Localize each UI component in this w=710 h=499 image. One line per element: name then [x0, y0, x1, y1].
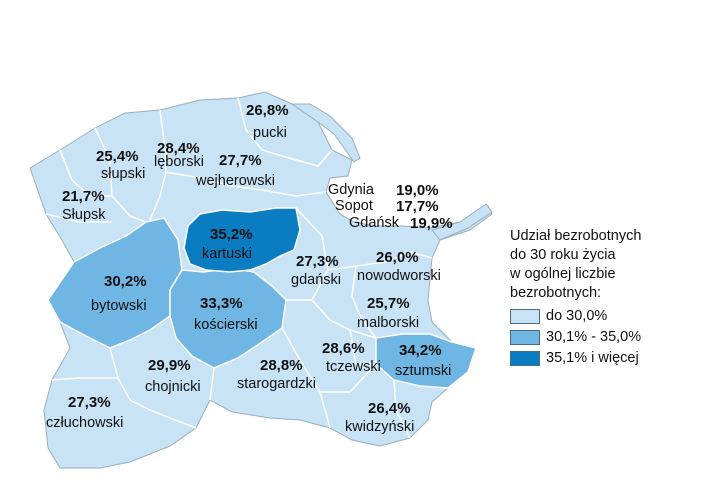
- hel-peninsula: [290, 103, 361, 163]
- region-borders: [45, 97, 433, 439]
- gdanski-label: gdański: [291, 272, 341, 288]
- gdansk-label: Gdańsk: [349, 215, 399, 231]
- kartuski-value: 35,2%: [210, 226, 253, 243]
- legend-swatch-low: [510, 309, 540, 324]
- sztumski-value: 34,2%: [399, 342, 442, 359]
- slupski-label: słupski: [101, 166, 146, 182]
- sopot-value: 17,7%: [396, 198, 439, 215]
- malborski-label: malborski: [357, 315, 420, 331]
- czluchowski-label: człuchowski: [46, 415, 124, 431]
- legend-title-line: Udział bezrobotnych: [510, 228, 642, 244]
- starogardzki-value: 28,8%: [260, 357, 303, 374]
- nowodworski-label: nowodworski: [357, 268, 441, 284]
- slupsk-value: 21,7%: [62, 188, 105, 205]
- koscierski-value: 33,3%: [200, 295, 243, 312]
- legend-label: do 30,0%: [546, 308, 608, 324]
- leborski-label: lęborski: [154, 154, 204, 170]
- wejherowski-label: wejherowski: [196, 173, 275, 189]
- tczewski-label: tczewski: [326, 359, 381, 375]
- czluchowski-value: 27,3%: [68, 394, 111, 411]
- kartuski-label: kartuski: [202, 246, 252, 262]
- koscierski-label: kościerski: [194, 317, 258, 333]
- legend-label: 35,1% i więcej: [546, 350, 639, 366]
- wejherowski-value: 27,7%: [219, 152, 262, 169]
- region-sztumski: [375, 333, 477, 389]
- chojnicki-label: chojnicki: [145, 379, 201, 395]
- malborski-value: 25,7%: [367, 295, 410, 312]
- legend-title: Udział bezrobotnych do 30 roku życia w o…: [510, 227, 641, 303]
- vistula-spit: [431, 203, 493, 241]
- kwidzynski-value: 26,4%: [368, 400, 411, 417]
- sopot-label: Sopot: [335, 198, 373, 214]
- region-kartuski: [183, 207, 301, 273]
- pucki-value: 26,8%: [246, 102, 289, 119]
- slupski-value: 25,4%: [96, 148, 139, 165]
- nowodworski-value: 26,0%: [376, 249, 419, 266]
- legend-swatch-high: [510, 351, 540, 366]
- legend-title-line: bezrobotnych:: [510, 285, 602, 301]
- legend-label: 30,1% - 35,0%: [546, 329, 642, 345]
- chojnicki-value: 29,9%: [148, 357, 191, 374]
- gdanski-value: 27,3%: [296, 253, 339, 270]
- tczewski-value: 28,6%: [322, 340, 365, 357]
- gdansk-value: 19,9%: [410, 215, 453, 232]
- gdynia-label: Gdynia: [328, 182, 374, 198]
- starogardzki-label: starogardzki: [237, 376, 316, 392]
- bytowski-value: 30,2%: [104, 273, 147, 290]
- kwidzynski-label: kwidzyński: [345, 419, 415, 435]
- gdynia-value: 19,0%: [396, 182, 439, 199]
- legend-swatch-mid: [510, 330, 540, 345]
- leborski-value: 28,4%: [157, 140, 200, 157]
- legend-title-line: w ogólnej liczbie: [510, 266, 616, 282]
- sztumski-label: sztumski: [395, 363, 452, 379]
- legend-title-line: do 30 roku życia: [510, 247, 616, 263]
- bytowski-label: bytowski: [91, 298, 147, 314]
- pucki-label: pucki: [253, 125, 287, 141]
- slupsk-label: Słupsk: [62, 207, 106, 223]
